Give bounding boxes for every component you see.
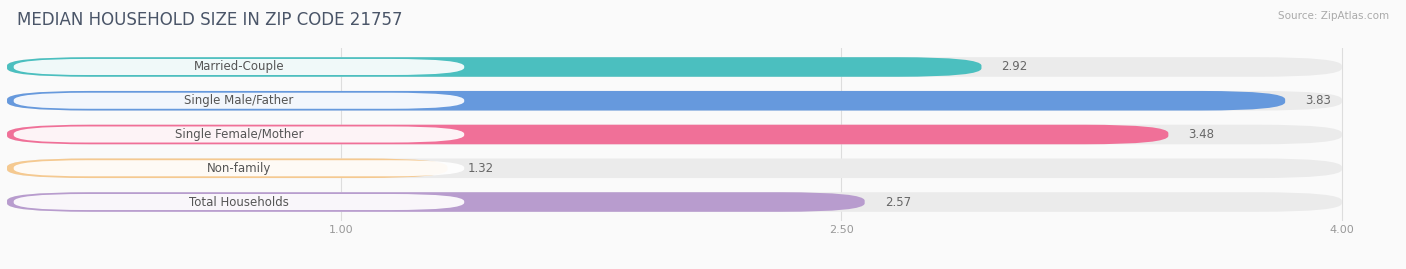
FancyBboxPatch shape — [7, 57, 981, 77]
Text: Total Households: Total Households — [188, 196, 288, 208]
FancyBboxPatch shape — [14, 194, 464, 210]
FancyBboxPatch shape — [14, 160, 464, 176]
FancyBboxPatch shape — [7, 158, 1341, 178]
Text: 1.32: 1.32 — [468, 162, 494, 175]
Text: 3.48: 3.48 — [1188, 128, 1215, 141]
Text: Single Male/Father: Single Male/Father — [184, 94, 294, 107]
Text: MEDIAN HOUSEHOLD SIZE IN ZIP CODE 21757: MEDIAN HOUSEHOLD SIZE IN ZIP CODE 21757 — [17, 11, 402, 29]
Text: Married-Couple: Married-Couple — [194, 61, 284, 73]
FancyBboxPatch shape — [7, 125, 1341, 144]
FancyBboxPatch shape — [14, 59, 464, 75]
FancyBboxPatch shape — [7, 192, 1341, 212]
Text: 2.57: 2.57 — [884, 196, 911, 208]
FancyBboxPatch shape — [14, 93, 464, 109]
FancyBboxPatch shape — [7, 192, 865, 212]
Text: 2.92: 2.92 — [1001, 61, 1028, 73]
FancyBboxPatch shape — [7, 91, 1341, 111]
Text: Single Female/Mother: Single Female/Mother — [174, 128, 304, 141]
FancyBboxPatch shape — [7, 91, 1285, 111]
FancyBboxPatch shape — [7, 57, 1341, 77]
FancyBboxPatch shape — [7, 158, 447, 178]
Text: Source: ZipAtlas.com: Source: ZipAtlas.com — [1278, 11, 1389, 21]
FancyBboxPatch shape — [14, 126, 464, 143]
Text: Non-family: Non-family — [207, 162, 271, 175]
Text: 3.83: 3.83 — [1305, 94, 1331, 107]
FancyBboxPatch shape — [7, 125, 1168, 144]
